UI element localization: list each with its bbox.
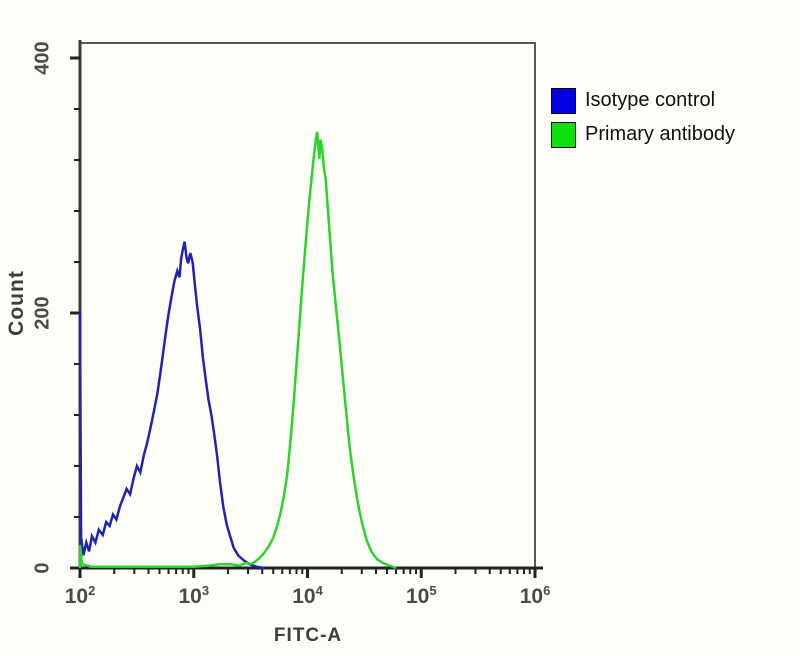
legend: Isotype control Primary antibody [551,87,735,155]
legend-item-primary-antibody: Primary antibody [551,121,735,148]
y-axis-title: Count [5,270,28,336]
legend-swatch-isotype-control [551,87,576,114]
x-tick-label: 106 [519,583,551,608]
x-axis-title: FITC-A [273,625,343,646]
legend-swatch-primary-antibody [551,121,576,148]
y-tick-label: 0 [31,562,54,574]
primary-antibody-curve [78,131,397,570]
y-tick-label: 400 [31,41,54,75]
x-tick-label: 104 [292,583,323,608]
legend-label-isotype-control: Isotype control [585,89,716,111]
legend-label-primary-antibody: Primary antibody [585,123,736,145]
y-tick-label: 200 [31,296,54,330]
legend-item-isotype-control: Isotype control [551,87,735,114]
x-tick-label: 105 [405,583,437,608]
x-tick-label: 102 [64,583,96,608]
x-tick-label: 103 [178,583,210,608]
isotype-control-curve [78,241,265,570]
